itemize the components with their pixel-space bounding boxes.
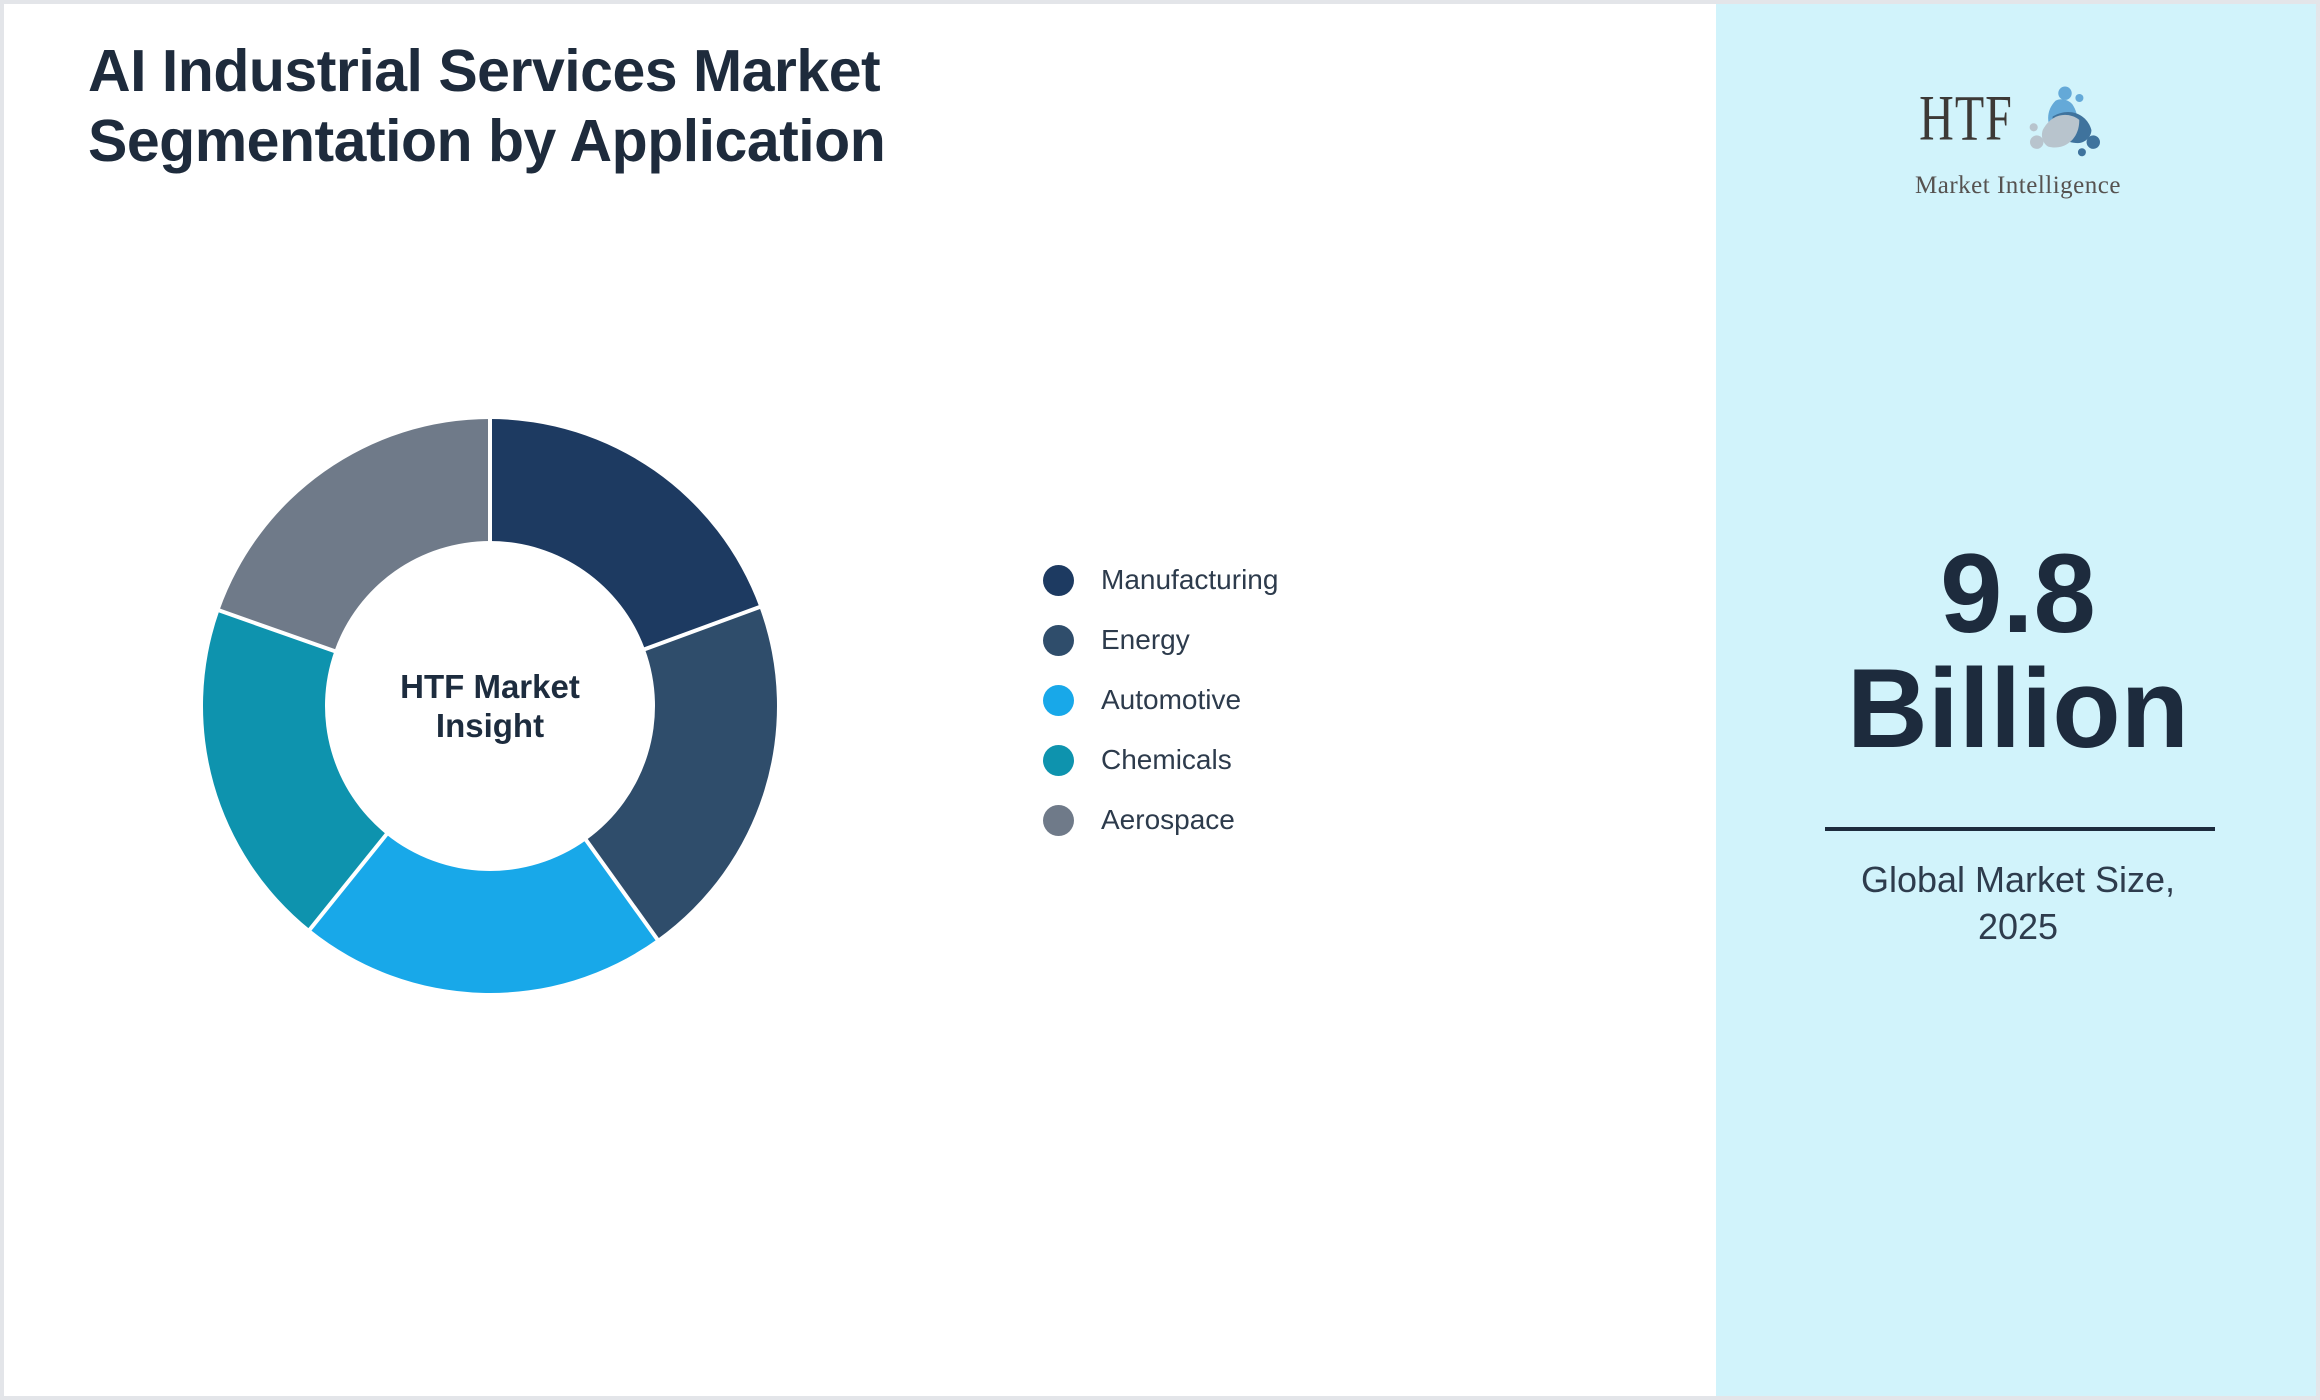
donut-center-label-line2: Insight: [435, 707, 545, 744]
htf-logo-subtext: Market Intelligence: [1915, 172, 2121, 199]
donut-segment-chemicals: [202, 610, 387, 930]
legend-label: Automotive: [1101, 684, 1242, 715]
legend-swatch-icon: [1043, 564, 1074, 596]
market-size-caption-line2: 2025: [1977, 906, 2059, 947]
htf-logo: HTF: [1716, 74, 2320, 200]
panel-divider: [1825, 827, 2215, 831]
legend-item-energy: Energy: [1043, 610, 1278, 670]
donut-center-label-line1: HTF Market: [400, 668, 580, 705]
three-figures-swirl-icon: [2029, 86, 2100, 157]
legend-swatch-icon: [1043, 744, 1074, 776]
legend-label: Energy: [1101, 624, 1190, 655]
page-title: AI Industrial Services Market Segmentati…: [88, 36, 886, 176]
legend-swatch-icon: [1043, 804, 1074, 836]
legend-label: Manufacturing: [1101, 564, 1279, 595]
donut-segment-aerospace: [219, 419, 491, 652]
donut-segment-separator: [307, 832, 389, 932]
page-title-line2: Segmentation by Application: [88, 108, 886, 174]
chart-legend: Manufacturing Energy Automotive Chemicals Ae…: [1043, 550, 1278, 850]
market-size-caption: Global Market Size, 2025: [1716, 856, 2320, 950]
donut-segment-manufacturing: [490, 419, 760, 650]
legend-swatch-icon: [1043, 684, 1074, 716]
donut-segment-separator: [217, 608, 337, 654]
donut-segment-separator: [583, 838, 660, 942]
donut-segment-energy: [586, 607, 777, 940]
htf-logo-text: HTF: [1919, 82, 2013, 154]
market-size-figure: 9.8 Billion: [1716, 536, 2320, 766]
donut-segment-automotive: [309, 834, 658, 993]
page-title-line1: AI Industrial Services Market: [88, 38, 881, 104]
legend-label: Chemicals: [1101, 744, 1232, 775]
legend-label: Aerospace: [1101, 804, 1235, 835]
market-size-panel: HTF: [1716, 0, 2320, 1400]
legend-item-automotive: Automotive: [1043, 670, 1278, 730]
donut-segment-separator: [643, 604, 762, 652]
legend-item-chemicals: Chemicals: [1043, 730, 1278, 790]
legend-item-manufacturing: Manufacturing: [1043, 550, 1278, 610]
htf-logo-row: HTF: [1919, 74, 2117, 170]
market-size-value: 9.8: [1940, 531, 2096, 656]
donut-chart-svg: [202, 418, 777, 993]
donut-chart: HTF Market Insight: [190, 406, 790, 1006]
legend-item-aerospace: Aerospace: [1043, 790, 1278, 850]
legend-swatch-icon: [1043, 624, 1074, 656]
donut-center-label: HTF Market Insight: [400, 667, 580, 745]
market-size-unit: Billion: [1846, 646, 2190, 771]
market-size-caption-line1: Global Market Size,: [1860, 859, 2176, 900]
